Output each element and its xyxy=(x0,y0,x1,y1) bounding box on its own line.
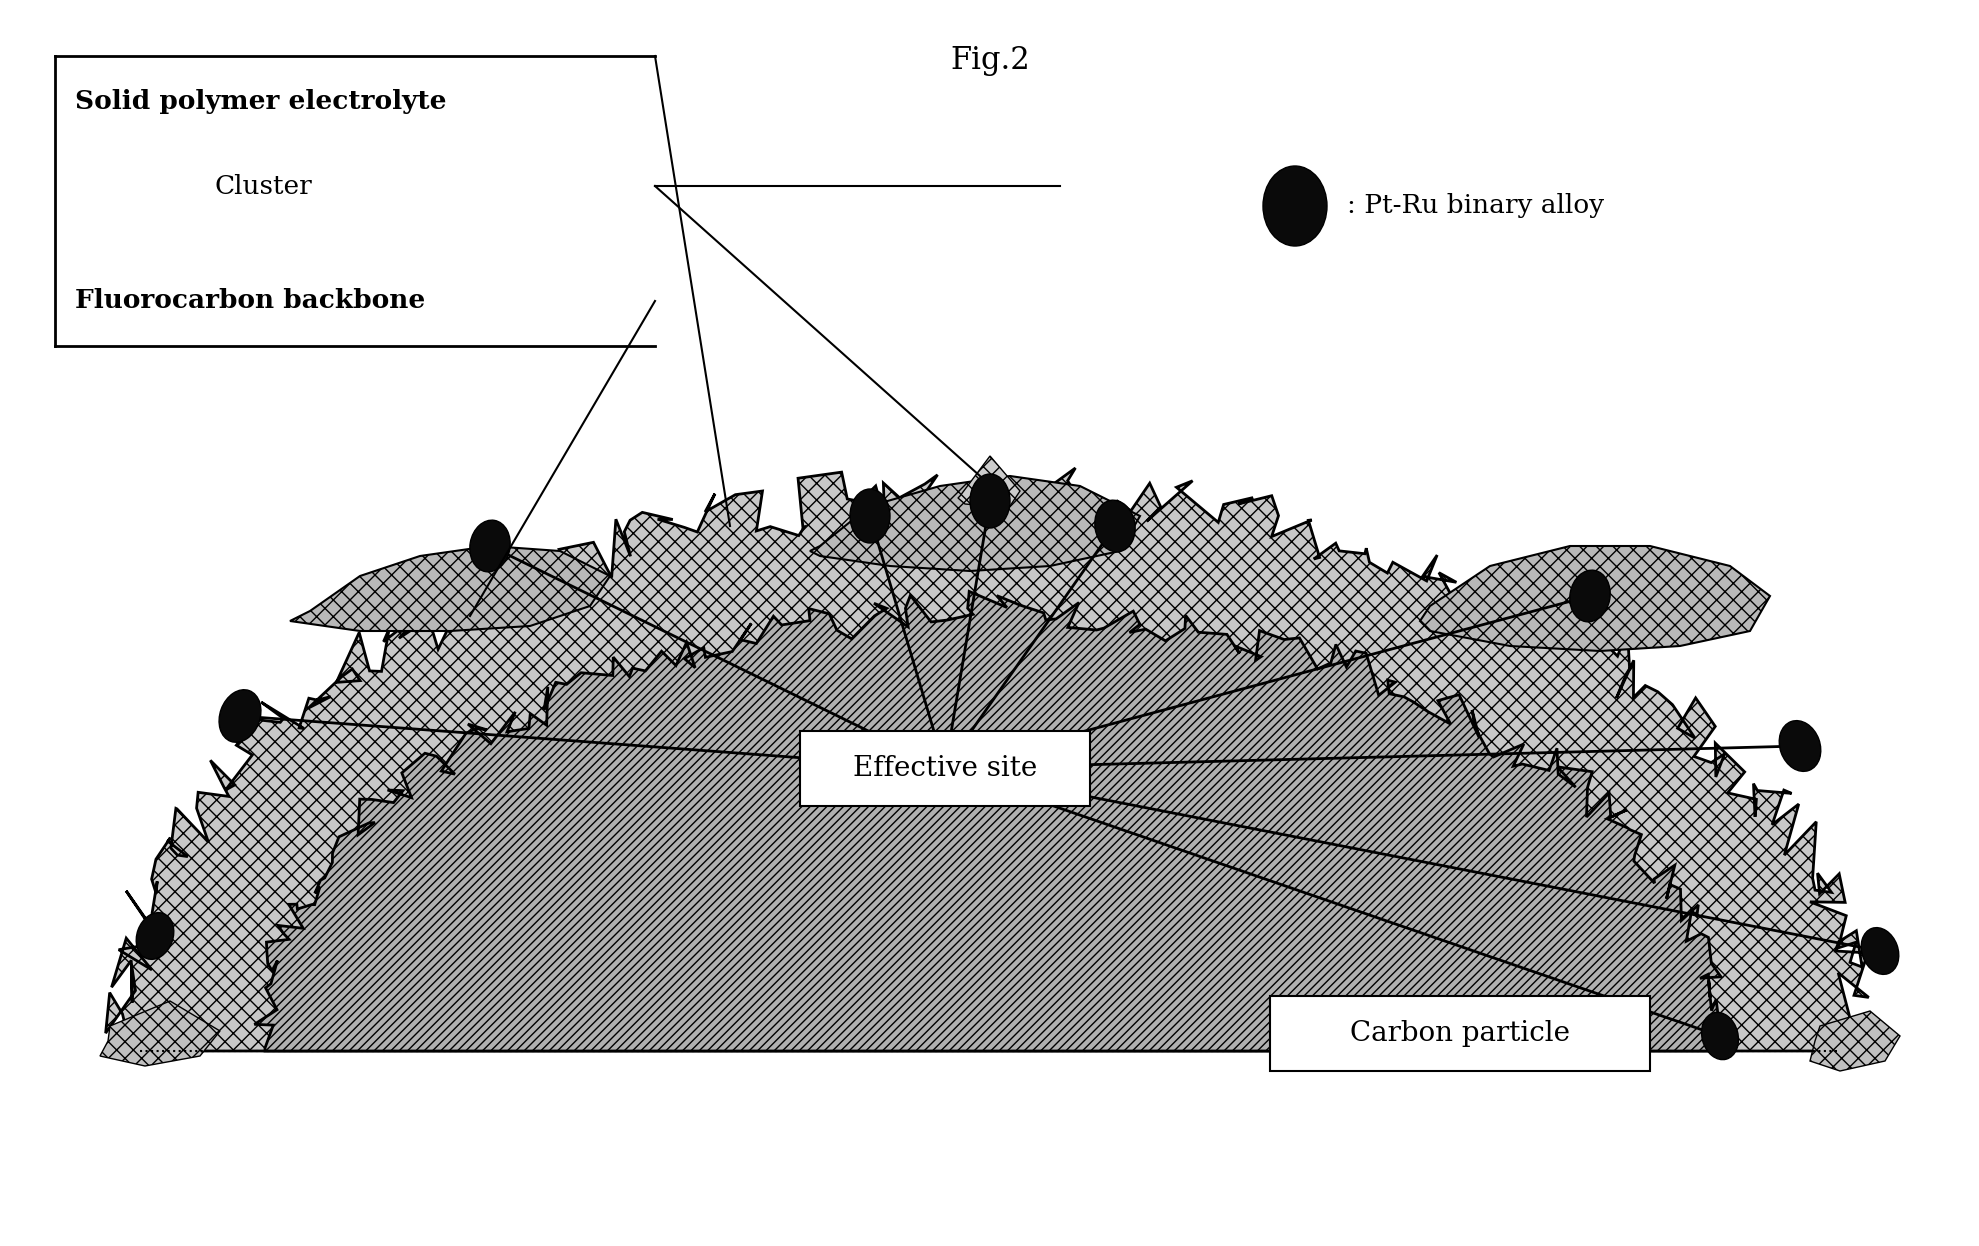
Polygon shape xyxy=(291,546,610,630)
Polygon shape xyxy=(101,1001,220,1067)
Text: Fluorocarbon backbone: Fluorocarbon backbone xyxy=(75,289,425,314)
Ellipse shape xyxy=(469,520,511,572)
Ellipse shape xyxy=(851,488,891,543)
Ellipse shape xyxy=(1702,1012,1738,1059)
Polygon shape xyxy=(1811,1011,1900,1072)
Ellipse shape xyxy=(1569,571,1611,622)
Polygon shape xyxy=(809,476,1140,571)
Ellipse shape xyxy=(1263,166,1328,245)
Ellipse shape xyxy=(220,690,261,743)
Bar xyxy=(800,731,1090,806)
Text: : Pt-Ru binary alloy: : Pt-Ru binary alloy xyxy=(1348,193,1605,218)
Ellipse shape xyxy=(1094,500,1136,552)
Text: Cluster: Cluster xyxy=(216,173,313,198)
Polygon shape xyxy=(1421,546,1769,650)
Polygon shape xyxy=(105,468,1874,1050)
Text: Carbon particle: Carbon particle xyxy=(1350,1020,1569,1047)
Ellipse shape xyxy=(1779,720,1821,771)
Ellipse shape xyxy=(1860,927,1898,974)
Bar xyxy=(1271,996,1650,1072)
Polygon shape xyxy=(958,456,1019,506)
Ellipse shape xyxy=(137,912,174,959)
Ellipse shape xyxy=(970,473,1009,528)
Text: Solid polymer electrolyte: Solid polymer electrolyte xyxy=(75,88,447,113)
Polygon shape xyxy=(255,592,1722,1050)
Text: Effective site: Effective site xyxy=(853,755,1037,782)
Text: Fig.2: Fig.2 xyxy=(950,46,1029,76)
